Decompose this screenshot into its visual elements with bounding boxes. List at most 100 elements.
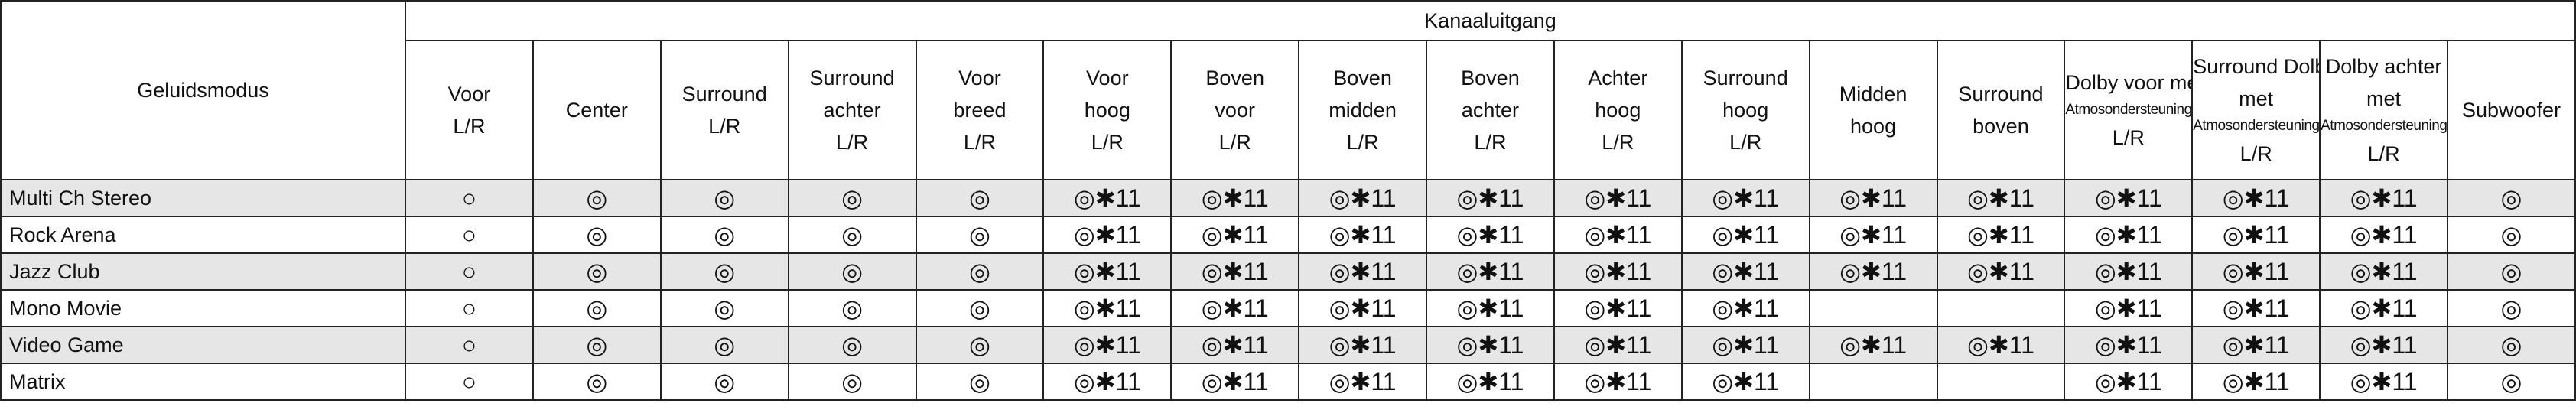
header-line: L/R xyxy=(1091,131,1124,154)
header-line: voor xyxy=(1215,99,1255,122)
column-header: Subwoofer xyxy=(2447,40,2576,180)
header-line: L/R xyxy=(2239,142,2272,165)
mode-cell: Mono Movie xyxy=(0,289,406,327)
channel-cell: ◎✱11 xyxy=(2191,179,2321,217)
channel-cell: ◎✱11 xyxy=(1170,216,1300,254)
channel-cell: ◎✱11 xyxy=(1170,252,1300,291)
mode-cell: Video Game xyxy=(0,326,406,364)
header-line: hoog xyxy=(1722,99,1769,122)
header-line: Center xyxy=(565,99,628,122)
channel-cell: ◎ xyxy=(915,326,1045,364)
channel-cell: ◎ xyxy=(2447,363,2576,401)
header-line: met xyxy=(2366,87,2402,110)
channel-cell: ◎ xyxy=(915,289,1045,327)
channel-cell: ◎✱11 xyxy=(1042,216,1173,254)
data-row: Jazz Club ○ ◎ ◎ ◎ ◎ ◎✱11 ◎✱11 ◎✱11 ◎✱11 ◎✱11 ◎✱11 ◎✱… xyxy=(0,252,2576,291)
channel-cell: ◎✱11 xyxy=(1170,289,1300,327)
channel-cell xyxy=(1808,363,1938,401)
channel-cell xyxy=(1936,363,2066,401)
header-line: L/R xyxy=(963,131,996,154)
channel-cell: ◎ xyxy=(2447,179,2576,217)
channel-cell: ◎ xyxy=(2447,252,2576,291)
channel-cell: ◎✱11 xyxy=(1170,326,1300,364)
header-line: Boven xyxy=(1333,67,1392,89)
header-line: Surround xyxy=(681,83,767,106)
channel-cell: ◎✱11 xyxy=(1553,179,1683,217)
header-line: Atmosondersteuning xyxy=(2065,102,2192,118)
channel-cell: ◎✱11 xyxy=(1553,326,1683,364)
channel-cell: ◎ xyxy=(532,363,662,401)
channel-cell: ○ xyxy=(405,179,534,217)
channel-cell: ◎✱11 xyxy=(1680,326,1810,364)
channel-cell: ◎✱11 xyxy=(1808,216,1938,254)
channel-cell: ◎✱11 xyxy=(2191,289,2321,327)
channel-cell: ○ xyxy=(405,289,534,327)
channel-cell: ◎✱11 xyxy=(1680,289,1810,327)
header-line: met xyxy=(2239,87,2274,110)
header-line: Boven xyxy=(1205,67,1264,89)
channel-cell: ◎✱11 xyxy=(1042,252,1173,291)
header-line: boven xyxy=(1973,115,2029,138)
channel-cell: ◎ xyxy=(915,252,1045,291)
data-row: Multi Ch Stereo ○ ◎ ◎ ◎ ◎ ◎✱11 ◎✱11 ◎✱11 ◎✱11 ◎✱11… xyxy=(0,179,2576,217)
header-line: hoog xyxy=(1084,99,1130,122)
channel-cell: ◎✱11 xyxy=(2064,179,2194,217)
channel-cell: ◎✱11 xyxy=(1298,289,1427,327)
channel-cell: ◎ xyxy=(2447,289,2576,327)
channel-cell: ◎✱11 xyxy=(1553,363,1683,401)
channel-cell: ◎✱11 xyxy=(1170,363,1300,401)
header-line: Voor xyxy=(958,67,1001,89)
header-line: Subwoofer xyxy=(2461,99,2561,122)
channel-cell: ◎✱11 xyxy=(1553,289,1683,327)
header-line: L/R xyxy=(1729,131,1762,154)
header-line: Atmosondersteuning xyxy=(2193,118,2320,134)
header-line: achter xyxy=(1461,99,1519,122)
column-header: Voor breed L/R xyxy=(915,40,1045,180)
data-row: Matrix ○ ◎ ◎ ◎ ◎ ◎✱11 ◎✱11 ◎✱11 ◎✱11 ◎✱11 ◎✱11 ◎✱11 ◎… xyxy=(0,363,2576,401)
column-header: Boven voor L/R xyxy=(1170,40,1300,180)
header-line: Surround Dolby xyxy=(2193,55,2318,78)
channel-cell: ◎ xyxy=(787,216,917,254)
channel-cell: ◎✱11 xyxy=(1298,326,1427,364)
channel-cell: ◎ xyxy=(915,363,1045,401)
channel-cell: ◎✱11 xyxy=(1553,252,1683,291)
header-line: Midden xyxy=(1839,83,1908,106)
table-body: Multi Ch Stereo ○ ◎ ◎ ◎ ◎ ◎✱11 ◎✱11 ◎✱11 ◎✱11 ◎✱11… xyxy=(0,179,2576,401)
channel-cell: ◎ xyxy=(2447,326,2576,364)
column-header: Center xyxy=(532,40,662,180)
header-line: Atmosondersteuning xyxy=(2321,118,2448,134)
channel-cell: ◎✱11 xyxy=(2191,326,2321,364)
header-line: breed xyxy=(953,99,1007,122)
channel-cell: ◎✱11 xyxy=(1298,252,1427,291)
channel-cell: ◎✱11 xyxy=(1936,326,2066,364)
channel-cell: ◎✱11 xyxy=(1808,326,1938,364)
table-head: Geluidsmodus Kanaaluitgang Voor L/R Center… xyxy=(0,0,2576,180)
data-row: Mono Movie ○ ◎ ◎ ◎ ◎ ◎✱11 ◎✱11 ◎✱11 ◎✱11 ◎✱11 ◎✱11 ◎… xyxy=(0,289,2576,327)
channel-cell: ◎ xyxy=(659,252,789,291)
data-row: Rock Arena ○ ◎ ◎ ◎ ◎ ◎✱11 ◎✱11 ◎✱11 ◎✱11 ◎✱11 ◎✱11 ◎… xyxy=(0,216,2576,254)
channel-cell: ◎✱11 xyxy=(1426,326,1555,364)
channel-cell: ◎✱11 xyxy=(1680,252,1810,291)
column-header: Voor L/R xyxy=(405,40,534,180)
header-line: L/R xyxy=(836,131,869,154)
channel-cell: ◎✱11 xyxy=(1808,252,1938,291)
channel-cell: ◎ xyxy=(787,289,917,327)
channel-cell: ◎✱11 xyxy=(1298,179,1427,217)
channel-cell: ◎✱11 xyxy=(1426,252,1555,291)
mode-cell: Matrix xyxy=(0,363,406,401)
header-line: L/R xyxy=(1218,131,1251,154)
channel-cell: ◎ xyxy=(532,179,662,217)
channel-cell: ◎ xyxy=(2447,216,2576,254)
channel-cell: ◎✱11 xyxy=(1936,252,2066,291)
channel-cell: ◎✱11 xyxy=(2319,179,2448,217)
column-header: Midden hoog xyxy=(1808,40,1938,180)
channel-cell xyxy=(1808,289,1938,327)
channel-cell: ◎✱11 xyxy=(2319,252,2448,291)
channel-cell: ◎✱11 xyxy=(1808,179,1938,217)
data-row: Video Game ○ ◎ ◎ ◎ ◎ ◎✱11 ◎✱11 ◎✱11 ◎✱11 ◎✱11 ◎✱11 ◎… xyxy=(0,326,2576,364)
channel-table: Geluidsmodus Kanaaluitgang Voor L/R Center… xyxy=(0,0,2576,401)
channel-cell: ◎ xyxy=(787,179,917,217)
channel-cell: ◎✱11 xyxy=(1426,179,1555,217)
header-line: L/R xyxy=(453,115,486,138)
